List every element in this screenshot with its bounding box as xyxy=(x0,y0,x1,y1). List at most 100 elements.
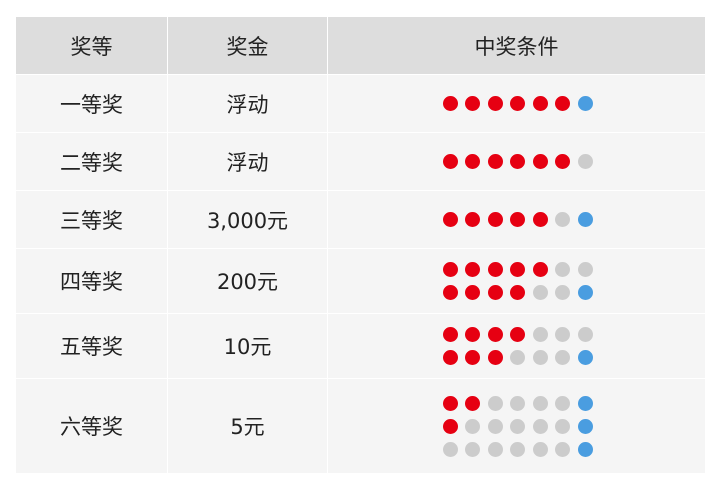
table-row: 四等奖 200元 xyxy=(15,248,706,314)
unmatched-ball xyxy=(555,327,570,342)
red-ball xyxy=(442,285,458,300)
unmatched-ball xyxy=(442,441,458,457)
red-ball xyxy=(510,285,525,300)
red-ball xyxy=(465,350,480,365)
red-ball xyxy=(532,262,548,277)
ball-combination xyxy=(441,418,593,434)
unmatched-ball xyxy=(487,418,503,434)
red-ball xyxy=(510,262,525,277)
ball-combination xyxy=(441,285,593,300)
ball-combination xyxy=(441,395,593,411)
blue-ball xyxy=(577,441,593,457)
red-ball xyxy=(532,154,548,169)
unmatched-ball xyxy=(555,418,570,434)
red-ball xyxy=(510,212,525,227)
red-ball xyxy=(487,262,503,277)
cell-condition xyxy=(327,132,706,191)
red-ball xyxy=(465,212,480,227)
table-row: 二等奖 浮动 xyxy=(15,132,706,191)
red-ball xyxy=(442,327,458,342)
cell-level: 五等奖 xyxy=(15,313,168,379)
cell-level: 四等奖 xyxy=(15,248,168,314)
unmatched-ball xyxy=(577,154,593,169)
red-ball xyxy=(487,96,503,111)
red-ball xyxy=(465,262,480,277)
unmatched-ball xyxy=(555,441,570,457)
cell-level: 二等奖 xyxy=(15,132,168,191)
red-ball xyxy=(510,154,525,169)
red-ball xyxy=(532,96,548,111)
red-ball xyxy=(442,154,458,169)
unmatched-ball xyxy=(555,262,570,277)
ball-combination xyxy=(441,154,593,169)
red-ball xyxy=(465,285,480,300)
unmatched-ball xyxy=(532,285,548,300)
header-level: 奖等 xyxy=(15,16,168,75)
red-ball xyxy=(555,154,570,169)
red-ball xyxy=(487,285,503,300)
unmatched-ball xyxy=(510,441,525,457)
cell-condition xyxy=(327,378,706,474)
unmatched-ball xyxy=(555,350,570,365)
red-ball xyxy=(465,96,480,111)
unmatched-ball xyxy=(510,395,525,411)
unmatched-ball xyxy=(465,418,480,434)
prize-table: 奖等 奖金 中奖条件 一等奖 浮动 二等奖 浮动 三等奖 3,000元 四等奖 200元 五等奖… xyxy=(15,16,706,474)
red-ball xyxy=(555,96,570,111)
blue-ball xyxy=(577,418,593,434)
ball-combination xyxy=(441,96,593,111)
ball-combination xyxy=(441,212,593,227)
cell-level: 六等奖 xyxy=(15,378,168,474)
cell-condition xyxy=(327,313,706,379)
table-row: 五等奖 10元 xyxy=(15,313,706,379)
cell-prize: 3,000元 xyxy=(167,190,328,249)
ball-combination xyxy=(441,262,593,277)
cell-prize: 10元 xyxy=(167,313,328,379)
red-ball xyxy=(442,418,458,434)
cell-prize: 200元 xyxy=(167,248,328,314)
red-ball xyxy=(487,350,503,365)
red-ball xyxy=(532,212,548,227)
unmatched-ball xyxy=(532,350,548,365)
unmatched-ball xyxy=(555,395,570,411)
header-prize: 奖金 xyxy=(167,16,328,75)
red-ball xyxy=(465,395,480,411)
unmatched-ball xyxy=(487,441,503,457)
blue-ball xyxy=(577,285,593,300)
red-ball xyxy=(442,212,458,227)
red-ball xyxy=(465,154,480,169)
cell-level: 三等奖 xyxy=(15,190,168,249)
unmatched-ball xyxy=(510,350,525,365)
header-condition: 中奖条件 xyxy=(327,16,706,75)
red-ball xyxy=(487,212,503,227)
cell-condition xyxy=(327,190,706,249)
blue-ball xyxy=(577,395,593,411)
unmatched-ball xyxy=(577,327,593,342)
unmatched-ball xyxy=(487,395,503,411)
red-ball xyxy=(442,395,458,411)
red-ball xyxy=(442,96,458,111)
cell-prize: 浮动 xyxy=(167,132,328,191)
unmatched-ball xyxy=(465,441,480,457)
unmatched-ball xyxy=(555,212,570,227)
cell-condition xyxy=(327,74,706,133)
table-row: 一等奖 浮动 xyxy=(15,74,706,133)
red-ball xyxy=(442,350,458,365)
cell-level: 一等奖 xyxy=(15,74,168,133)
unmatched-ball xyxy=(555,285,570,300)
unmatched-ball xyxy=(510,418,525,434)
blue-ball xyxy=(577,212,593,227)
header-row: 奖等 奖金 中奖条件 xyxy=(15,16,706,75)
red-ball xyxy=(510,96,525,111)
red-ball xyxy=(487,154,503,169)
red-ball xyxy=(442,262,458,277)
cell-prize: 5元 xyxy=(167,378,328,474)
table-row: 六等奖 5元 xyxy=(15,378,706,474)
red-ball xyxy=(465,327,480,342)
blue-ball xyxy=(577,96,593,111)
cell-prize: 浮动 xyxy=(167,74,328,133)
ball-combination xyxy=(441,350,593,365)
ball-combination xyxy=(441,327,593,342)
table-row: 三等奖 3,000元 xyxy=(15,190,706,249)
unmatched-ball xyxy=(532,395,548,411)
